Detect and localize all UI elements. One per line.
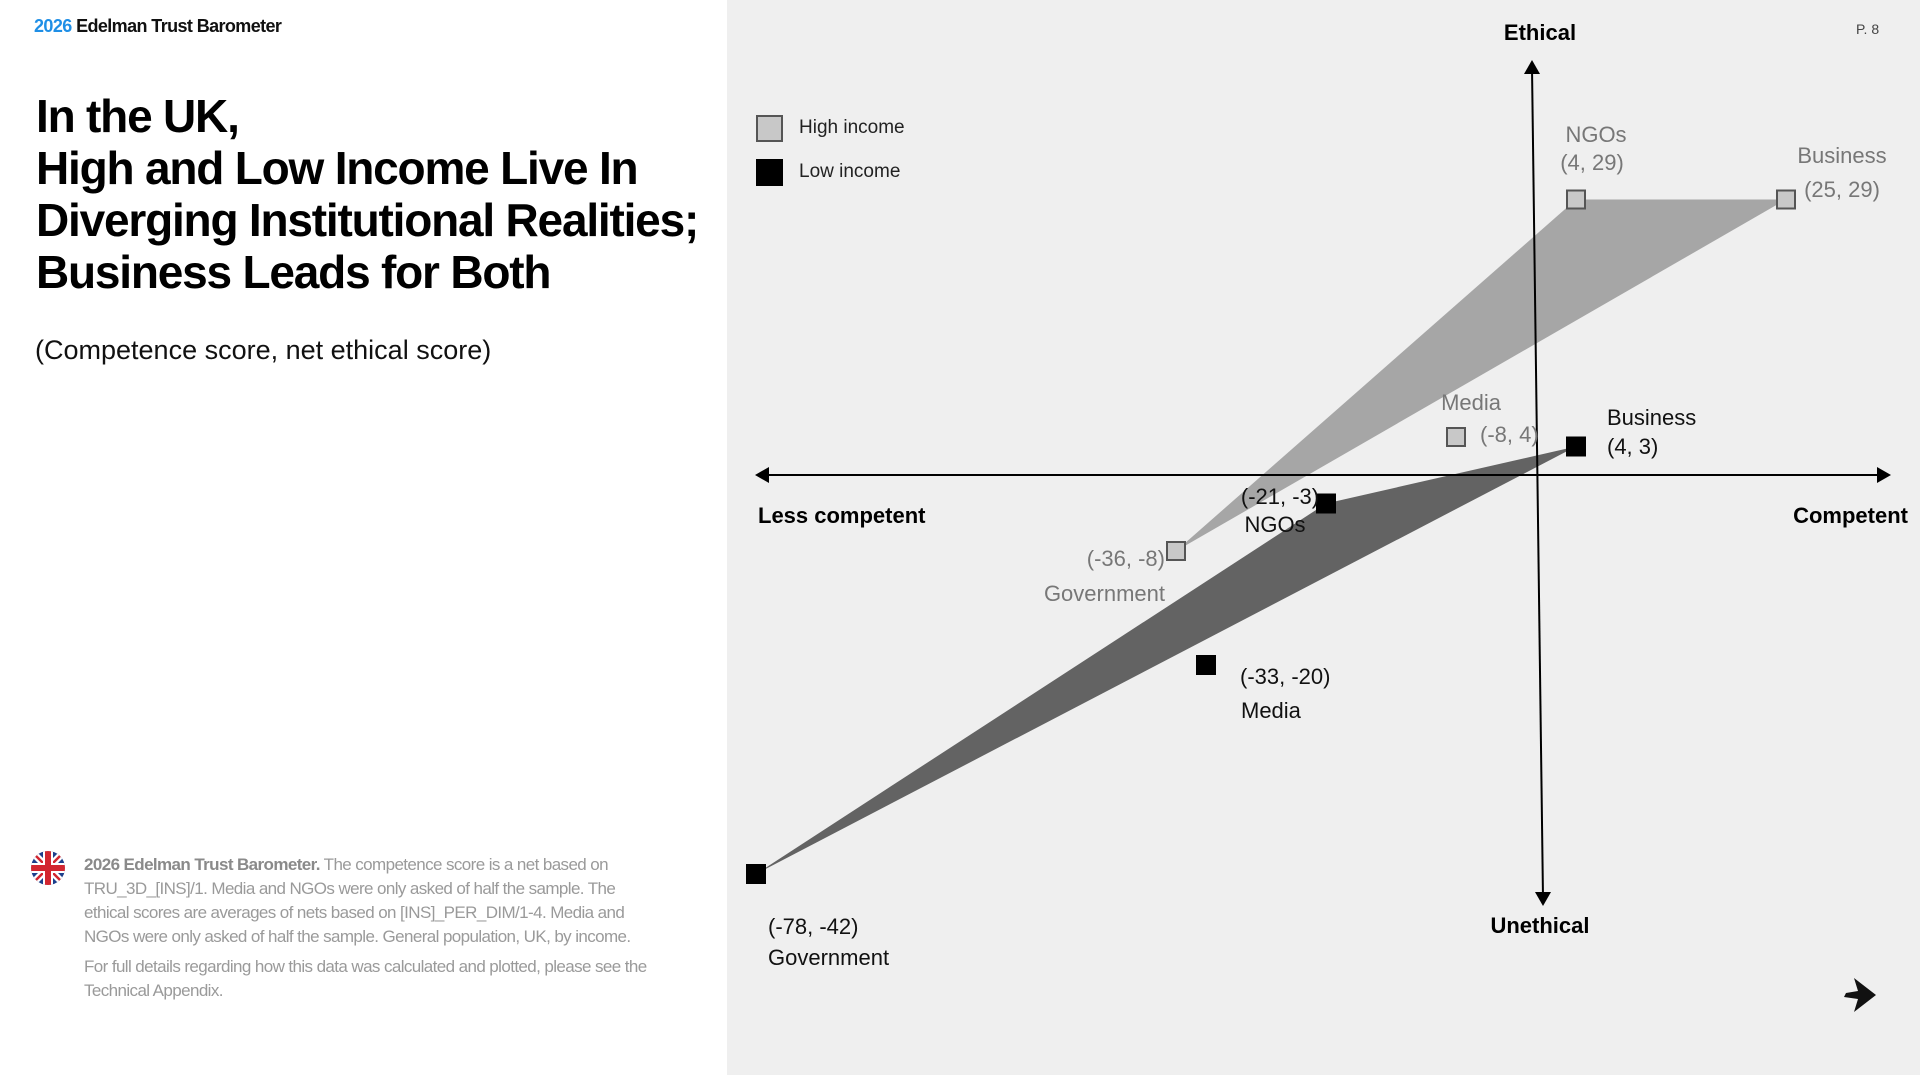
high-income-coord-media: (-8, 4) (1480, 422, 1539, 447)
axis-label-ethical: Ethical (1504, 20, 1576, 45)
low-income-coord-ngos: (-21, -3) (1241, 484, 1319, 509)
high-income-point-media (1446, 427, 1466, 447)
page-number: P. 8 (1856, 21, 1880, 37)
page-title: In the UK, High and Low Income Live In D… (36, 90, 726, 298)
low-income-coord-government: (-78, -42) (768, 914, 858, 939)
high-income-point-government (1166, 541, 1186, 561)
low-income-point-ngos (1316, 493, 1336, 514)
legend-label-low: Low income (799, 161, 901, 182)
low-income-coord-business: (4, 3) (1607, 434, 1658, 459)
high-income-point-ngos (1566, 189, 1586, 210)
y-axis-arrow-bottom (1535, 892, 1551, 906)
next-arrow-icon[interactable] (1840, 975, 1880, 1015)
title-line: Business Leads for Both (36, 246, 551, 298)
axis-label-competent: Competent (1793, 503, 1909, 528)
title-line: Diverging Institutional Realities; (36, 194, 699, 246)
title-line: High and Low Income Live In (36, 142, 639, 194)
low-income-label-ngos: NGOs (1244, 512, 1305, 537)
low-income-area (756, 446, 1576, 874)
scatter-chart: Ethical Unethical Less competent Competent B… (746, 20, 1909, 970)
low-income-label-business: Business (1607, 405, 1696, 430)
legend-item-high-income: High income (756, 106, 905, 150)
x-axis-arrow-left (755, 467, 769, 483)
x-axis-arrow-right (1877, 467, 1891, 483)
brand-year: 2026 (34, 16, 72, 36)
footnote-text-2: For full details regarding how this data… (84, 957, 647, 1000)
left-panel: 2026 Edelman Trust Barometer In the UK, … (0, 0, 727, 1075)
brand-name: Edelman Trust Barometer (76, 16, 282, 36)
y-axis-arrow-top (1524, 60, 1540, 74)
high-income-coord-ngos: (4, 29) (1560, 150, 1624, 175)
title-line: In the UK, (36, 90, 240, 142)
low-income-label-media: Media (1241, 698, 1302, 723)
axis-label-less-competent: Less competent (758, 503, 926, 528)
high-income-coord-business: (25, 29) (1804, 177, 1880, 202)
legend-label-high: High income (799, 117, 905, 138)
legend-item-low-income: Low income (756, 150, 905, 194)
legend-swatch-low (756, 158, 783, 186)
high-income-label-government: Government (1044, 581, 1165, 606)
low-income-coord-media: (-33, -20) (1240, 664, 1330, 689)
footnote: 2026 Edelman Trust Barometer. The compet… (84, 853, 660, 1009)
uk-flag-icon (31, 851, 65, 885)
axis-label-unethical: Unethical (1490, 913, 1589, 938)
high-income-label-ngos: NGOs (1565, 122, 1626, 147)
brand-logo: 2026 Edelman Trust Barometer (34, 16, 282, 37)
high-income-coord-government: (-36, -8) (1087, 546, 1165, 571)
legend-swatch-high (756, 114, 783, 142)
high-income-point-business (1776, 189, 1796, 210)
low-income-point-media (1196, 655, 1216, 675)
footnote-text: The competence score is a net based on T… (84, 855, 631, 946)
legend: High income Low income (756, 106, 905, 194)
low-income-point-business (1566, 436, 1586, 457)
low-income-point-government (746, 864, 766, 884)
high-income-label-business: Business (1797, 143, 1886, 168)
footnote-bold: 2026 Edelman Trust Barometer. (84, 855, 320, 874)
high-income-label-media: Media (1441, 390, 1502, 415)
low-income-label-government: Government (768, 945, 889, 970)
chart-subtitle: (Competence score, net ethical score) (35, 335, 492, 365)
y-axis-line (1531, 67, 1544, 899)
high-income-area (1176, 199, 1786, 551)
